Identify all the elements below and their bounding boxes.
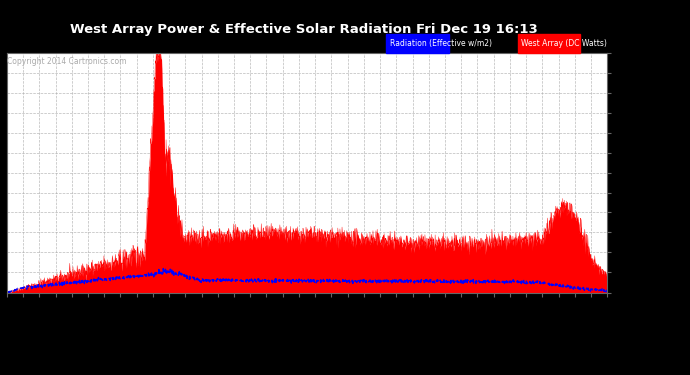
Text: Copyright 2014 Cartronics.com: Copyright 2014 Cartronics.com: [7, 57, 126, 66]
Text: West Array Power & Effective Solar Radiation Fri Dec 19 16:13: West Array Power & Effective Solar Radia…: [70, 24, 538, 36]
Text: West Array (DC Watts): West Array (DC Watts): [521, 39, 607, 48]
Text: Radiation (Effective w/m2): Radiation (Effective w/m2): [390, 39, 492, 48]
